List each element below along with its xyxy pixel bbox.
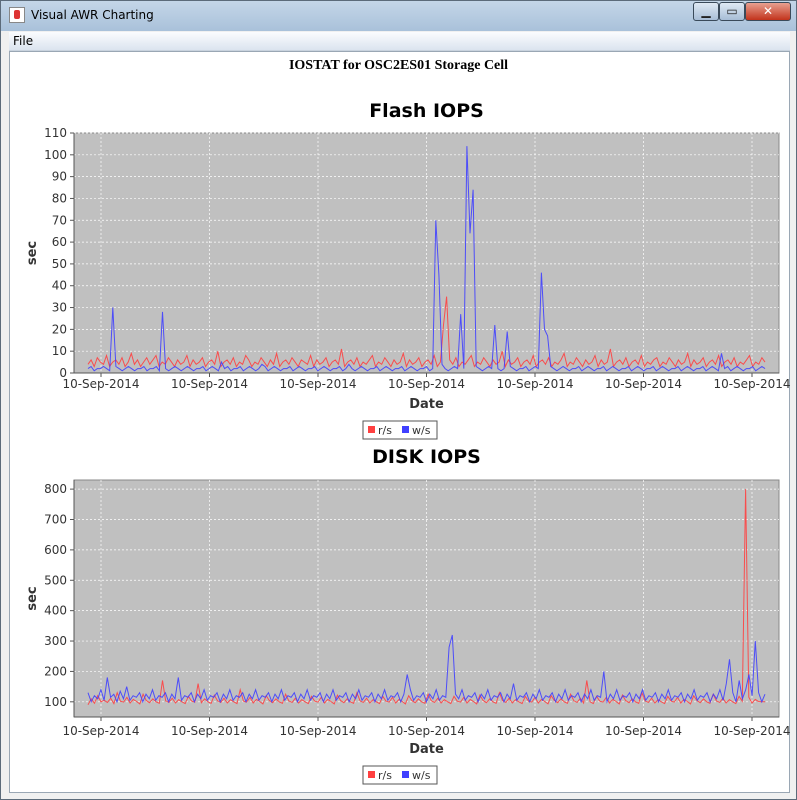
chart1-xtick-label: 10-Sep-2014 xyxy=(713,724,790,738)
page-title: IOSTAT for OSC2ES01 Storage Cell xyxy=(288,58,509,73)
chart0-ytick-label: 0 xyxy=(59,366,67,380)
chart1-ytick-label: 700 xyxy=(44,513,67,527)
chart1-legend-label: w/s xyxy=(412,769,431,782)
chart1-legend-label: r/s xyxy=(378,769,392,782)
chart0-legend-swatch xyxy=(368,426,375,433)
chart1-xtick-label: 10-Sep-2014 xyxy=(496,724,573,738)
chart1-series-w-s-line xyxy=(87,634,766,704)
chart1-xtick-label: 10-Sep-2014 xyxy=(171,724,248,738)
chart0-ytick-label: 90 xyxy=(52,170,67,184)
chart1-legend-swatch xyxy=(368,771,375,778)
menu-file[interactable]: File xyxy=(13,34,34,48)
chart0-xtick-label: 10-Sep-2014 xyxy=(388,377,465,391)
chart1-legend xyxy=(362,765,438,785)
chart1-y-axis-label: sec xyxy=(25,586,40,610)
chart0-ytick-label: 80 xyxy=(52,191,67,205)
chart1-ytick-label: 400 xyxy=(44,604,67,618)
chart1-ytick-label: 800 xyxy=(44,482,67,496)
chart0-ytick-label: 10 xyxy=(52,344,67,358)
title-bar[interactable]: Visual AWR Charting ▁ ▭ ✕ xyxy=(1,1,796,31)
chart0-xtick-label: 10-Sep-2014 xyxy=(605,377,682,391)
chart0-legend-label: w/s xyxy=(412,424,431,437)
chart0-xtick-label: 10-Sep-2014 xyxy=(62,377,139,391)
chart1-ytick-label: 300 xyxy=(44,634,67,648)
chart0-ytick-label: 60 xyxy=(52,235,67,249)
chart1-xtick-label: 10-Sep-2014 xyxy=(279,724,356,738)
maximize-button[interactable]: ▭ xyxy=(719,2,745,21)
chart0-ytick-label: 100 xyxy=(44,148,67,162)
chart0-xtick-label: 10-Sep-2014 xyxy=(279,377,356,391)
chart0-legend xyxy=(362,420,438,440)
chart0-ytick-label: 20 xyxy=(52,322,67,336)
chart0-y-axis-label: sec xyxy=(25,241,40,265)
chart0-ytick-label: 40 xyxy=(52,279,67,293)
chart0-title: Flash IOPS xyxy=(369,100,484,122)
chart1-ytick-label: 500 xyxy=(44,573,67,587)
chart1-legend-swatch xyxy=(402,771,409,778)
chart1-xtick-label: 10-Sep-2014 xyxy=(388,724,465,738)
chart1-ytick-label: 200 xyxy=(44,664,67,678)
chart0-ytick-label: 110 xyxy=(44,126,67,140)
chart1-ytick-label: 100 xyxy=(44,695,67,709)
chart0-series-r-s-line xyxy=(87,296,766,369)
chart0-xtick-label: 10-Sep-2014 xyxy=(713,377,790,391)
chart1-xtick-label: 10-Sep-2014 xyxy=(62,724,139,738)
minimize-button[interactable]: ▁ xyxy=(693,2,719,21)
chart0-legend-label: r/s xyxy=(378,424,392,437)
chart1-xtick-label: 10-Sep-2014 xyxy=(605,724,682,738)
chart0-ytick-label: 50 xyxy=(52,257,67,271)
chart0-series-w-s-line xyxy=(87,146,766,373)
chart0-ytick-label: 30 xyxy=(52,301,67,315)
window-title: Visual AWR Charting xyxy=(31,8,154,22)
chart0-xtick-label: 10-Sep-2014 xyxy=(496,377,573,391)
chart0-legend-swatch xyxy=(402,426,409,433)
chart1-ytick-label: 600 xyxy=(44,543,67,557)
chart1-title: DISK IOPS xyxy=(372,446,481,468)
chart0-xtick-label: 10-Sep-2014 xyxy=(171,377,248,391)
chart0-ytick-label: 70 xyxy=(52,213,67,227)
menu-bar: File xyxy=(9,32,790,51)
close-button[interactable]: ✕ xyxy=(745,2,791,21)
chart1-x-axis-label: Date xyxy=(409,742,444,757)
java-app-icon xyxy=(9,7,25,23)
chart0-x-axis-label: Date xyxy=(409,397,444,412)
